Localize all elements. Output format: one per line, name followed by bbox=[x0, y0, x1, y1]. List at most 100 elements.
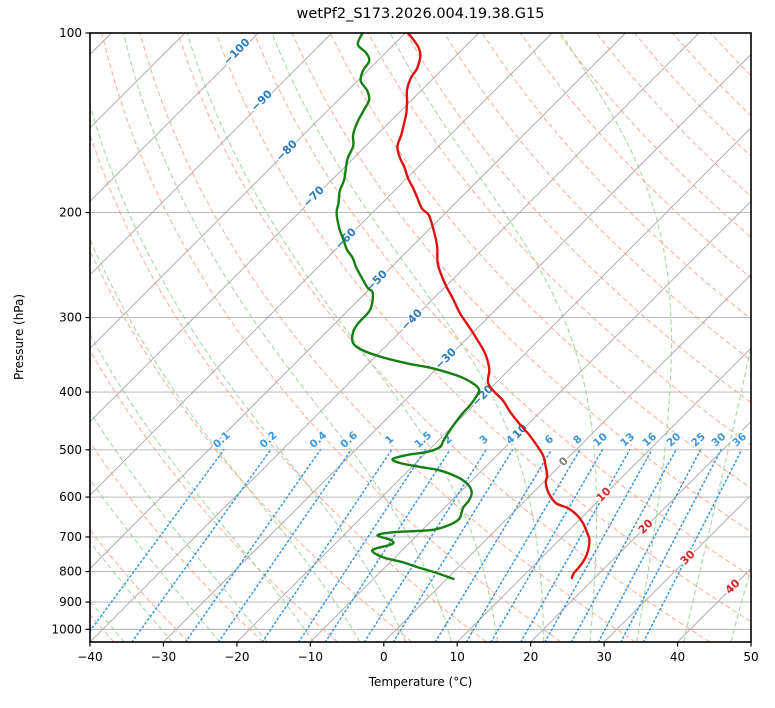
mixing-label-20: 20 bbox=[664, 431, 683, 450]
moist-adiabat bbox=[90, 540, 173, 642]
contour-labels: −100−90−80−70−60−50−40−30−20−10010203040… bbox=[209, 34, 750, 598]
moist-adiabat bbox=[90, 410, 268, 642]
mixing-label-16: 16 bbox=[640, 431, 659, 450]
y-tick-label: 1000 bbox=[51, 622, 82, 636]
x-axis-label: Temperature (°C) bbox=[368, 675, 473, 689]
mixing-line-13 bbox=[520, 449, 631, 642]
moist-adiabat bbox=[730, 566, 751, 642]
moist-adiabat bbox=[0, 33, 28, 642]
x-tick-label: 40 bbox=[670, 650, 685, 664]
isotherm--80c bbox=[90, 33, 406, 349]
dry-adiabat bbox=[90, 441, 264, 642]
dry-adiabat bbox=[443, 33, 751, 362]
moist-adiabats bbox=[0, 33, 751, 642]
dry-adiabat bbox=[90, 249, 413, 642]
sounding-profiles bbox=[335, 33, 591, 581]
mixing-line-0.2 bbox=[131, 449, 272, 642]
isotherm--110c bbox=[90, 33, 186, 129]
dry-adiabat bbox=[710, 33, 751, 77]
isotherm--40c bbox=[90, 33, 700, 642]
dry-adiabat bbox=[748, 33, 751, 37]
dry-adiabat bbox=[291, 33, 751, 533]
dry-adiabat bbox=[557, 33, 751, 238]
isotherm-20c bbox=[530, 421, 751, 642]
x-tick-label: −20 bbox=[224, 650, 249, 664]
y-tick-label: 100 bbox=[59, 26, 82, 40]
mixing-label-8: 8 bbox=[571, 433, 584, 447]
isotherm--60c bbox=[90, 33, 553, 496]
dry-adiabat bbox=[101, 33, 562, 642]
x-tick-label: 0 bbox=[380, 650, 388, 664]
x-tick-label: 20 bbox=[523, 650, 538, 664]
dry-adiabat bbox=[90, 529, 189, 642]
isotherm-40c bbox=[677, 567, 751, 642]
plot-title: wetPf2_S173.2026.004.19.38.G15 bbox=[296, 6, 545, 22]
dry-adiabat bbox=[367, 33, 751, 446]
x-tick-label: −40 bbox=[77, 650, 102, 664]
isotherms bbox=[90, 33, 751, 642]
x-tick-label: 30 bbox=[596, 650, 611, 664]
mixing-line-16 bbox=[544, 449, 653, 642]
isotherm--50c bbox=[90, 33, 626, 570]
isotherm--120c bbox=[90, 33, 112, 56]
isotherm-label-−100: −100 bbox=[221, 35, 253, 67]
mixing-label-6: 6 bbox=[543, 433, 556, 447]
isotherm-label-−50: −50 bbox=[363, 267, 390, 294]
mixing-line-4 bbox=[392, 449, 514, 642]
isotherm-label-−40: −40 bbox=[398, 306, 425, 333]
mixing-label-36: 36 bbox=[730, 431, 749, 450]
mixing-label-25: 25 bbox=[689, 431, 708, 450]
dry-adiabat bbox=[90, 132, 487, 642]
isotherm--10c bbox=[310, 200, 751, 642]
mixing-line-25 bbox=[597, 449, 702, 642]
dry-adiabat bbox=[405, 33, 751, 404]
moist-adiabat bbox=[90, 102, 407, 642]
axes-spines bbox=[89, 32, 752, 643]
dry-adiabat bbox=[481, 33, 751, 320]
mixing-line-0.4 bbox=[184, 449, 322, 642]
moist-adiabat bbox=[389, 33, 598, 642]
tick-labels: −40 −30 −20 −10 0 10 20 30 40 5010020030040050060… bbox=[51, 26, 758, 664]
mixing-line-8 bbox=[465, 449, 581, 642]
dry-adiabat bbox=[633, 33, 751, 157]
x-tick-label: −30 bbox=[151, 650, 176, 664]
moist-adiabat bbox=[271, 33, 545, 642]
dry-adiabat bbox=[177, 33, 711, 642]
moist-adiabat bbox=[90, 478, 221, 642]
isotherm-label-−80: −80 bbox=[273, 137, 300, 164]
y-tick-label: 500 bbox=[59, 443, 82, 457]
dry-adiabat bbox=[215, 33, 751, 623]
y-tick-label: 200 bbox=[59, 206, 82, 220]
isotherm-0c bbox=[383, 274, 751, 642]
mixing-line-0.1 bbox=[90, 449, 225, 633]
isotherm--90c bbox=[90, 33, 333, 276]
temperature-curve bbox=[396, 33, 591, 580]
y-tick-label: 900 bbox=[59, 595, 82, 609]
mixing-line-20 bbox=[570, 449, 677, 642]
dry-adiabat bbox=[253, 33, 751, 577]
mixing-line-6 bbox=[434, 449, 553, 642]
isotherm-50c bbox=[750, 641, 751, 642]
moist-adiabat bbox=[683, 343, 751, 642]
isotherm--70c bbox=[90, 33, 479, 423]
dry-adiabat bbox=[90, 349, 338, 642]
dewpoint-curve bbox=[335, 33, 481, 581]
isotherm--30c bbox=[163, 53, 751, 642]
moist-adiabat bbox=[186, 33, 499, 642]
x-tick-label: −10 bbox=[298, 650, 323, 664]
isotherm-label-−90: −90 bbox=[248, 87, 275, 114]
mixing-ratio-lines bbox=[90, 449, 743, 642]
isotherm-label-−70: −70 bbox=[300, 183, 327, 210]
moist-adiabat bbox=[90, 333, 315, 642]
mixing-line-36 bbox=[642, 449, 743, 642]
isotherm-label-30: 30 bbox=[678, 547, 698, 567]
dry-adiabat bbox=[329, 33, 751, 489]
isotherm-10c bbox=[456, 347, 751, 642]
mixing-line-10 bbox=[490, 449, 604, 642]
y-tick-label: 800 bbox=[59, 565, 82, 579]
plot-area: −100−90−80−70−60−50−40−30−20−10010203040… bbox=[0, 33, 751, 642]
moist-adiabat bbox=[560, 33, 672, 642]
dry-adiabat bbox=[139, 33, 636, 642]
